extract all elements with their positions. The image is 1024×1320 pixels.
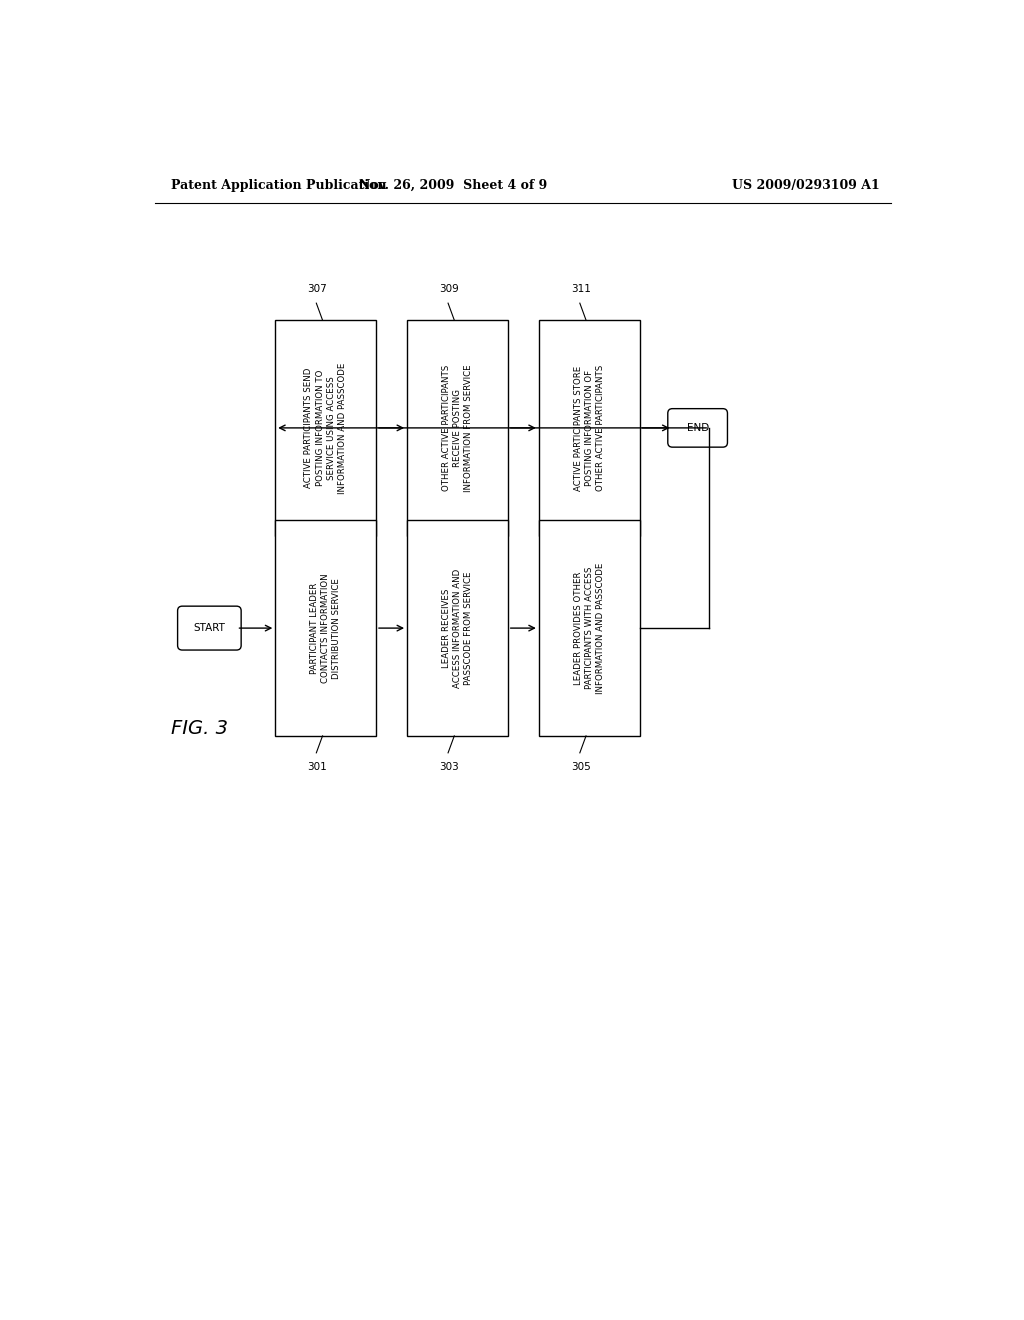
Text: US 2009/0293109 A1: US 2009/0293109 A1	[732, 178, 880, 191]
FancyBboxPatch shape	[177, 606, 241, 649]
Text: START: START	[194, 623, 225, 634]
Text: LEADER PROVIDES OTHER
PARTICIPANTS WITH ACCESS
INFORMATION AND PASSCODE: LEADER PROVIDES OTHER PARTICIPANTS WITH …	[573, 562, 605, 694]
Bar	[407, 520, 508, 737]
Bar	[539, 520, 640, 737]
Bar	[275, 520, 376, 737]
Text: ACTIVE PARTICIPANTS SEND
POSTING INFORMATION TO
SERVICE USING ACCESS
INFORMATION: ACTIVE PARTICIPANTS SEND POSTING INFORMA…	[304, 362, 347, 494]
Text: OTHER ACTIVE PARTICIPANTS
RECEIVE POSTING
INFORMATION FROM SERVICE: OTHER ACTIVE PARTICIPANTS RECEIVE POSTIN…	[441, 364, 473, 492]
Text: PARTICIPANT LEADER
CONTACTS INFORMATION
DISTRIBUTION SERVICE: PARTICIPANT LEADER CONTACTS INFORMATION …	[310, 573, 341, 682]
Text: END: END	[686, 422, 709, 433]
Text: 301: 301	[307, 762, 327, 772]
Text: Patent Application Publication: Patent Application Publication	[171, 178, 386, 191]
Text: 303: 303	[439, 762, 459, 772]
Text: 305: 305	[570, 762, 591, 772]
Text: 311: 311	[570, 284, 591, 294]
Bar	[539, 321, 640, 536]
Text: Nov. 26, 2009  Sheet 4 of 9: Nov. 26, 2009 Sheet 4 of 9	[359, 178, 548, 191]
FancyBboxPatch shape	[668, 409, 727, 447]
Text: 309: 309	[439, 284, 459, 294]
Bar	[275, 321, 376, 536]
Bar	[407, 321, 508, 536]
Text: ACTIVE PARTICIPANTS STORE
POSTING INFORMATION OF
OTHER ACTIVE PARTICIPANTS: ACTIVE PARTICIPANTS STORE POSTING INFORM…	[573, 364, 605, 491]
Text: FIG. 3: FIG. 3	[171, 718, 227, 738]
Text: 307: 307	[307, 284, 327, 294]
Text: LEADER RECEIVES
ACCESS INFORMATION AND
PASSCODE FROM SERVICE: LEADER RECEIVES ACCESS INFORMATION AND P…	[441, 569, 473, 688]
